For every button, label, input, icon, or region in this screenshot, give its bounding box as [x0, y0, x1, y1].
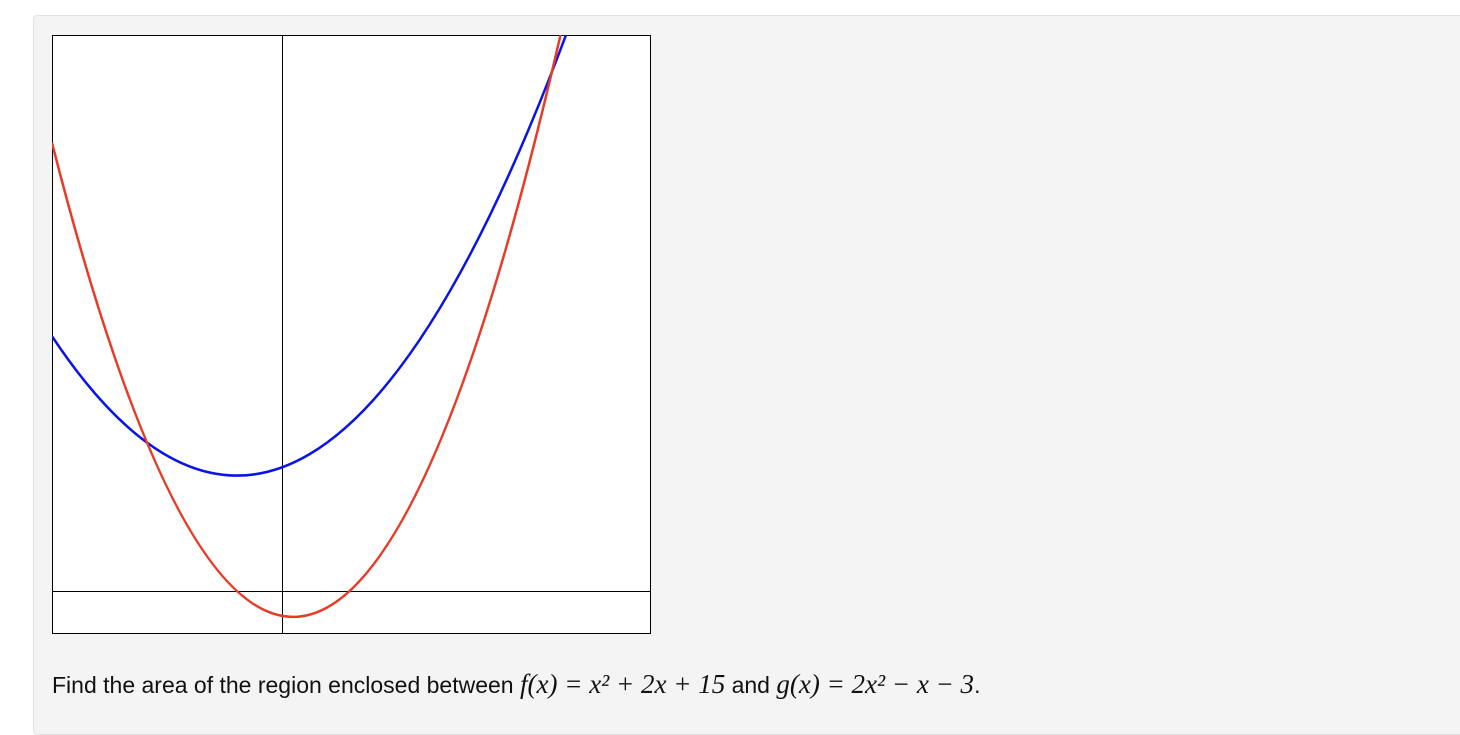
plot-frame: [52, 35, 651, 634]
question-joiner: and: [731, 672, 770, 698]
page: {"problem": {"lead": "Find the area of t…: [33, 15, 1460, 735]
f-curve: [52, 35, 568, 477]
question-text: Find the area of the region enclosed bet…: [52, 664, 980, 705]
question-end: .: [974, 672, 981, 698]
question-lead: Find the area of the region enclosed bet…: [52, 672, 514, 698]
function-g-text: g(x) = 2x² − x − 3: [776, 669, 975, 699]
function-g: g(x) = 2x² − x − 3: [776, 669, 974, 699]
function-f: f(x) = x² + 2x + 15: [520, 669, 725, 699]
graph: [52, 35, 651, 634]
g-curve: [52, 35, 562, 618]
function-f-text: f(x) = x² + 2x + 15: [520, 669, 726, 699]
